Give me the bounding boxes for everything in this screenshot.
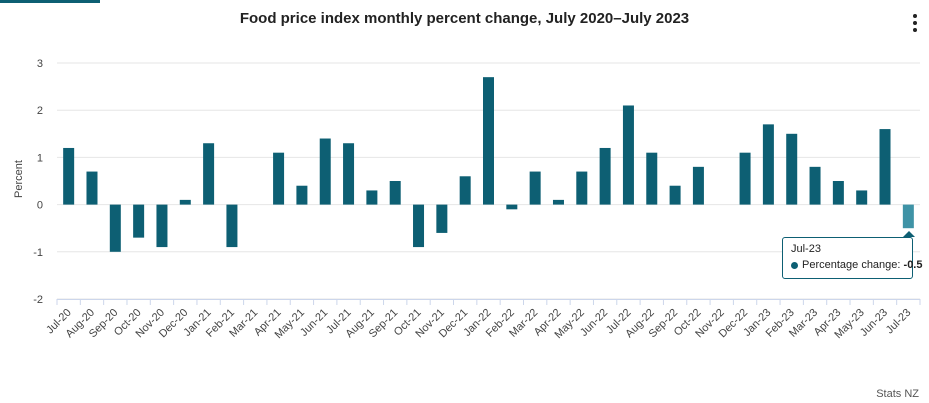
bar[interactable] bbox=[319, 138, 331, 205]
bar[interactable] bbox=[156, 204, 168, 248]
tooltip-category: Jul-23 bbox=[791, 243, 821, 255]
y-tick-label: -2 bbox=[33, 294, 43, 306]
bar[interactable] bbox=[86, 171, 98, 205]
bar[interactable] bbox=[483, 77, 494, 205]
y-axis-title: Percent bbox=[13, 160, 25, 198]
bar[interactable] bbox=[669, 185, 681, 205]
tooltip-series-label: Percentage change: bbox=[802, 259, 901, 271]
bar[interactable] bbox=[179, 199, 191, 205]
bar[interactable] bbox=[109, 204, 121, 252]
bar[interactable] bbox=[902, 204, 914, 229]
bar[interactable] bbox=[343, 143, 355, 205]
chart-menu-button[interactable] bbox=[906, 14, 924, 36]
chart-credits[interactable]: Stats NZ bbox=[876, 388, 919, 400]
x-tick-label: Jul-23 bbox=[884, 307, 914, 337]
bar[interactable] bbox=[646, 152, 658, 205]
bar[interactable] bbox=[459, 176, 471, 205]
bar[interactable] bbox=[133, 204, 145, 238]
bar[interactable] bbox=[879, 129, 891, 205]
bar[interactable] bbox=[576, 171, 588, 205]
bar[interactable] bbox=[529, 171, 541, 205]
bar[interactable] bbox=[856, 190, 868, 205]
bar[interactable] bbox=[203, 143, 215, 205]
bar[interactable] bbox=[739, 152, 751, 205]
bar[interactable] bbox=[622, 105, 634, 205]
bar[interactable] bbox=[506, 204, 518, 210]
bar[interactable] bbox=[436, 204, 448, 233]
bar[interactable] bbox=[63, 147, 75, 205]
bar[interactable] bbox=[366, 190, 378, 205]
y-tick-label: 0 bbox=[37, 200, 43, 212]
top-accent-bar bbox=[0, 0, 100, 3]
tooltip: Jul-23 Percentage change: -0.5 bbox=[782, 237, 923, 279]
bar[interactable] bbox=[413, 204, 425, 248]
bar[interactable] bbox=[273, 152, 285, 205]
bar[interactable] bbox=[692, 166, 704, 205]
y-tick-label: 1 bbox=[37, 152, 43, 164]
bar[interactable] bbox=[389, 181, 401, 205]
y-tick-label: 2 bbox=[37, 105, 43, 117]
bar[interactable] bbox=[786, 133, 798, 205]
bar[interactable] bbox=[552, 199, 564, 205]
bar[interactable] bbox=[809, 166, 821, 205]
tooltip-value: -0.5 bbox=[903, 259, 923, 271]
y-tick-label: 3 bbox=[37, 58, 43, 70]
y-tick-label: -1 bbox=[33, 247, 43, 259]
series-dot-icon bbox=[791, 261, 798, 269]
bar[interactable] bbox=[296, 185, 308, 205]
bar[interactable] bbox=[762, 124, 774, 205]
tooltip-pointer bbox=[903, 231, 915, 237]
bar[interactable] bbox=[599, 147, 611, 205]
chart-title: Food price index monthly percent change,… bbox=[239, 10, 690, 27]
vertical-ellipsis-icon bbox=[913, 14, 917, 18]
bar[interactable] bbox=[226, 204, 238, 248]
bar[interactable] bbox=[832, 181, 844, 205]
